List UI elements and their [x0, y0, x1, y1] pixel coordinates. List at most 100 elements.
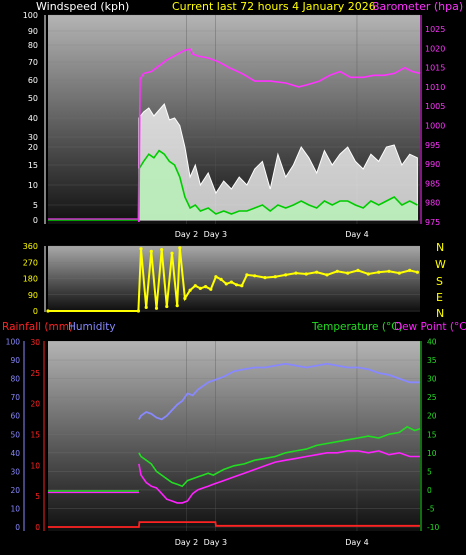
dew-point-series: [138, 450, 420, 504]
wind-direction-point: [46, 309, 50, 313]
rainfall-tick-label: 15: [30, 430, 40, 439]
compass-letter-e: E: [436, 291, 443, 304]
temperature-tick-label: 40: [427, 338, 437, 347]
wind-direction-point: [415, 270, 419, 274]
barometer-tick-label: 990: [425, 160, 440, 169]
temperature-tick-label: 30: [427, 375, 437, 384]
barometer-tick-label: 1010: [425, 83, 445, 92]
wind-direction-point: [144, 305, 148, 309]
wind-direction-point: [397, 271, 401, 275]
barometer-tick-label: 1015: [425, 64, 445, 73]
wind-direction-point: [335, 269, 339, 273]
wind-direction-point: [263, 276, 267, 280]
wind-direction-point: [139, 247, 143, 251]
wind-tick-label: 40: [28, 114, 38, 123]
wind-tick-label: 90: [28, 27, 38, 36]
compass-letter-w: W: [435, 258, 446, 271]
wind-direction-point: [408, 268, 412, 272]
rainfall-tick-label: 5: [35, 492, 40, 501]
wind-tick-label: 100: [23, 11, 38, 20]
wind-direction-point: [273, 275, 277, 279]
wind-direction-point: [253, 274, 257, 278]
wind-direction-point: [178, 246, 182, 250]
wind-direction-point: [175, 304, 179, 308]
wind-direction-point: [304, 272, 308, 276]
wind-direction-point: [165, 304, 169, 309]
humidity-series: [138, 362, 420, 421]
direction-tick-label: 270: [23, 258, 38, 267]
humidity-tick-label: 20: [10, 486, 20, 495]
compass-letter-n-top: N: [436, 241, 444, 254]
temperature-tick-label: 35: [427, 356, 437, 365]
rainfall-axis-title: Rainfall (mm): [2, 321, 73, 333]
wind-direction-point: [204, 285, 208, 289]
grid-layer: [48, 14, 420, 531]
wind-tick-label: 10: [28, 181, 38, 190]
wind-direction-point: [188, 288, 192, 292]
wind-direction-point: [214, 275, 218, 279]
direction-tick-label: 90: [28, 291, 38, 300]
barometer-tick-label: 1005: [425, 102, 445, 111]
rainfall-tick-label: 20: [30, 400, 40, 409]
humidity-axis-title: Humidity: [68, 321, 116, 333]
compass-letter-s: S: [436, 275, 443, 288]
temperature-tick-label: -5: [427, 504, 435, 513]
barometer-tick-label: 980: [425, 199, 440, 208]
wind-tick-label: 50: [28, 94, 38, 103]
wind-direction-point: [183, 296, 187, 300]
barometer-tick-label: 1020: [425, 44, 445, 53]
temperature-axis-title: Temperature (°C): [311, 321, 403, 333]
humidity-tick-label: 80: [10, 375, 20, 384]
wind-direction-point: [149, 249, 153, 253]
wind-tick-label: 30: [28, 133, 38, 142]
barometer-axis-title: Barometer (hpa): [372, 0, 463, 13]
climate-panel-bg: [48, 341, 420, 531]
wind-average-series: [48, 149, 418, 221]
humidity-tick-label: 90: [10, 356, 20, 365]
temperature-tick-label: 5: [427, 467, 432, 476]
dew-point-axis-title: Dew Point (°C): [394, 321, 466, 333]
wind-direction-point: [284, 273, 288, 277]
wind-direction-point: [346, 271, 350, 275]
day-label: Day 2: [175, 538, 198, 547]
rainfall-series: [48, 521, 420, 528]
wind-direction-point: [366, 272, 370, 276]
day-label: Day 3: [204, 230, 227, 239]
barometer-tick-label: 985: [425, 179, 440, 188]
barometer-tick-label: 1000: [425, 122, 445, 131]
wind-direction-point: [387, 269, 391, 273]
wind-direction-point: [294, 271, 298, 275]
direction-tick-label: 180: [23, 275, 38, 284]
rainfall-tick-label: 0: [35, 523, 40, 532]
barometer-tick-label: 975: [425, 218, 440, 227]
day-label: Day 4: [345, 538, 368, 547]
wind-direction-point: [245, 273, 249, 277]
compass-letter-n-bottom: N: [436, 307, 444, 320]
wind-direction-point: [229, 280, 233, 284]
rainfall-tick-label: 30: [30, 338, 40, 347]
humidity-tick-label: 30: [10, 467, 20, 476]
rainfall-tick-label: 10: [30, 461, 40, 470]
wind-tick-label: 0: [33, 216, 38, 225]
temperature-tick-label: 25: [427, 393, 437, 402]
wind-direction-point: [377, 270, 381, 274]
wind-direction-point: [235, 283, 239, 287]
windspeed-axis-title: Windspeed (kph): [36, 0, 129, 13]
wind-tick-label: 20: [28, 143, 38, 152]
wind-direction-point: [224, 282, 228, 286]
wind-tick-label: 70: [28, 58, 38, 67]
temperature-tick-label: -10: [427, 523, 439, 532]
wind-direction-point: [170, 251, 174, 255]
temperature-series: [138, 425, 421, 488]
humidity-tick-label: 0: [15, 523, 20, 532]
wind-tick-label: 5: [33, 201, 38, 210]
day-label: Day 3: [204, 538, 227, 547]
temperature-tick-label: 10: [427, 449, 437, 458]
direction-tick-label: 0: [33, 307, 38, 316]
rainfall-tick-label: 25: [30, 369, 40, 378]
direction-tick-label: 360: [23, 242, 38, 251]
barometer-tick-label: 1025: [425, 25, 445, 34]
wind-direction-point: [193, 284, 197, 288]
humidity-tick-label: 40: [10, 449, 20, 458]
